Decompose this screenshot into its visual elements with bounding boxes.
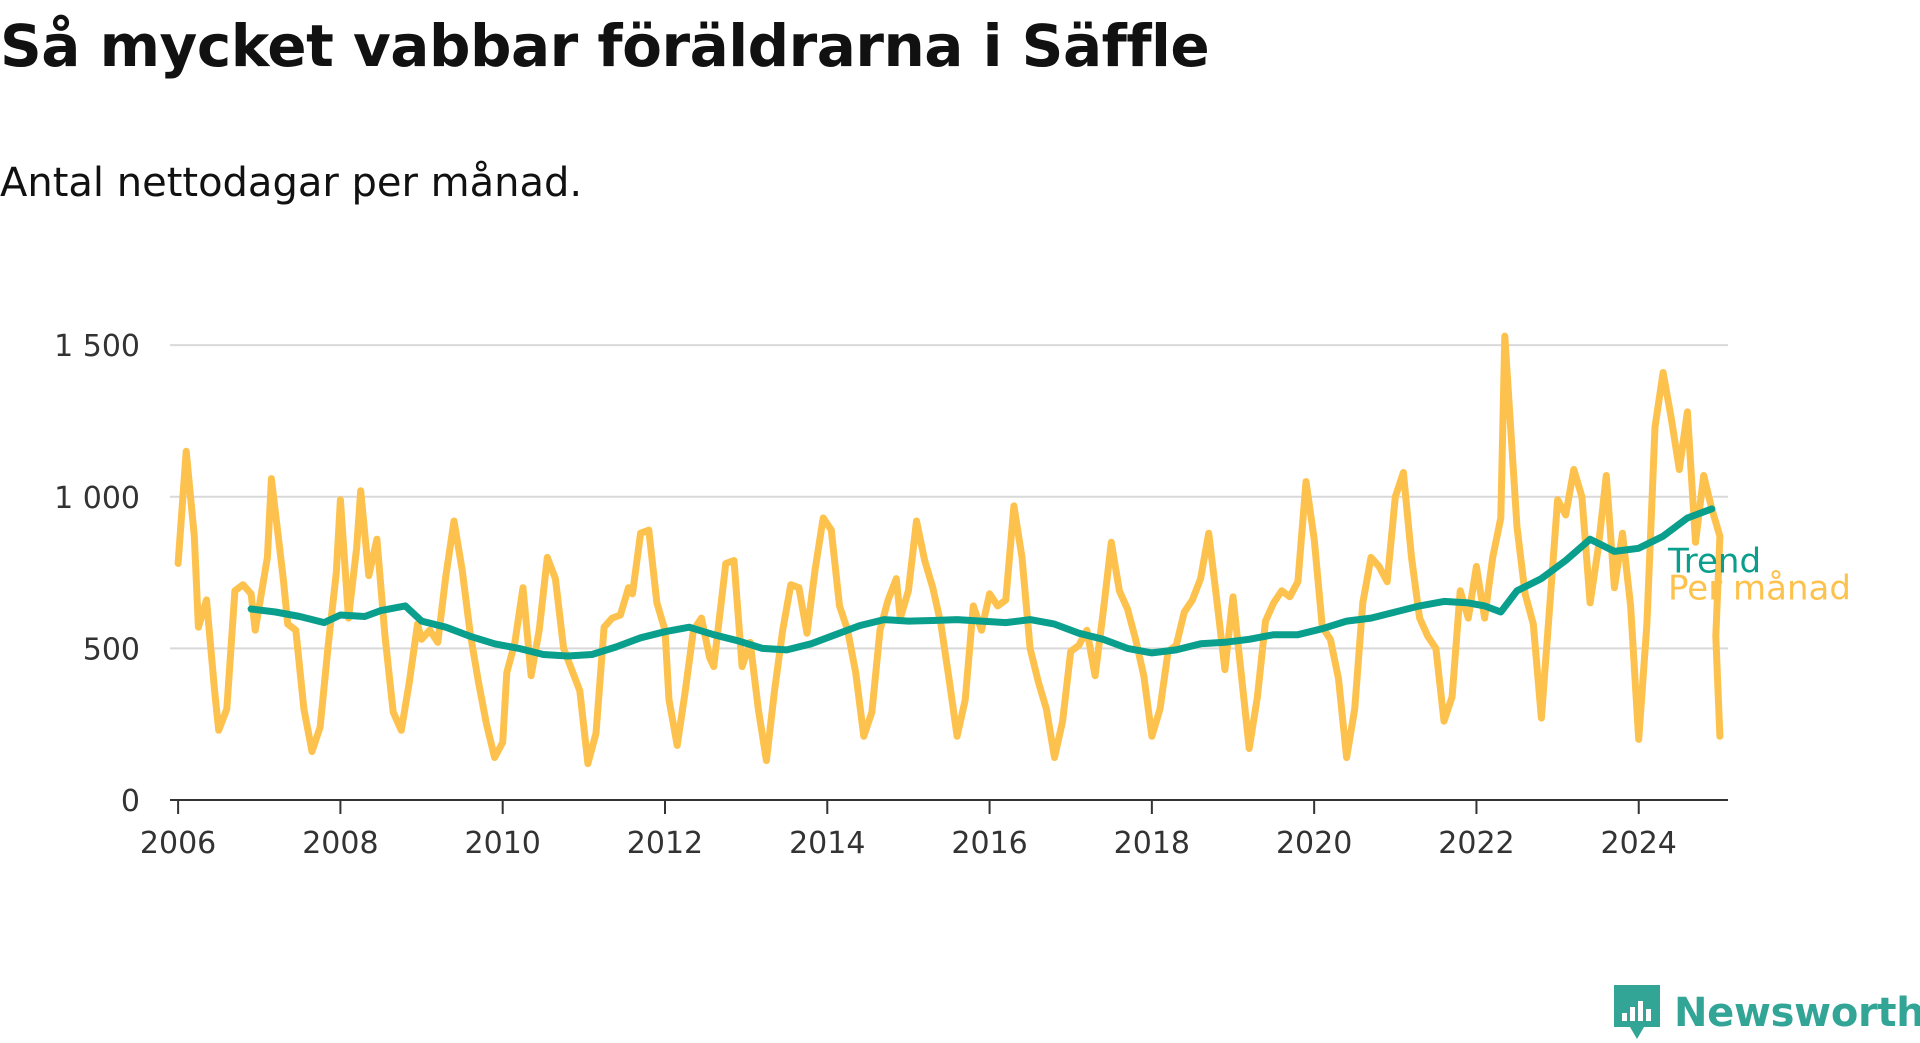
x-tick-label: 2012 — [627, 826, 703, 861]
y-tick-label: 1 500 — [54, 329, 140, 364]
axes: 0 500 1 000 1 500 2006 2008 2010 2012 2014 2016 20… — [54, 329, 1728, 861]
x-tick-label: 2014 — [789, 826, 865, 861]
legend-label-trend: Trend — [1667, 541, 1761, 581]
x-tick-label: 2010 — [465, 826, 541, 861]
series-line-per-manad — [174, 332, 1724, 768]
newsworthy-brand[interactable]: Newsworthy — [1612, 983, 1920, 1043]
y-tick-label: 1 000 — [54, 481, 140, 516]
newsworthy-logo-icon — [1614, 985, 1660, 1039]
legend-label-per-manad: Per månad — [1668, 569, 1851, 609]
x-tick-label: 2008 — [302, 826, 378, 861]
chart-subtitle: Antal nettodagar per månad. — [0, 160, 583, 206]
x-tick-label: 2020 — [1276, 826, 1352, 861]
y-tick-label: 500 — [83, 632, 140, 667]
brand-name: Newsworthy — [1674, 990, 1920, 1036]
x-tick-label: 2006 — [140, 826, 216, 861]
x-tick-label: 2018 — [1114, 826, 1190, 861]
gridlines — [170, 344, 1728, 650]
x-tick-label: 2024 — [1601, 826, 1677, 861]
series-lines — [174, 332, 1724, 768]
page-title: Så mycket vabbar föräldrarna i Säffle — [0, 12, 1210, 80]
series-line-trend — [247, 505, 1716, 660]
x-tick-label: 2022 — [1438, 826, 1514, 861]
x-tick-label: 2016 — [951, 826, 1027, 861]
y-tick-label: 0 — [121, 784, 140, 819]
